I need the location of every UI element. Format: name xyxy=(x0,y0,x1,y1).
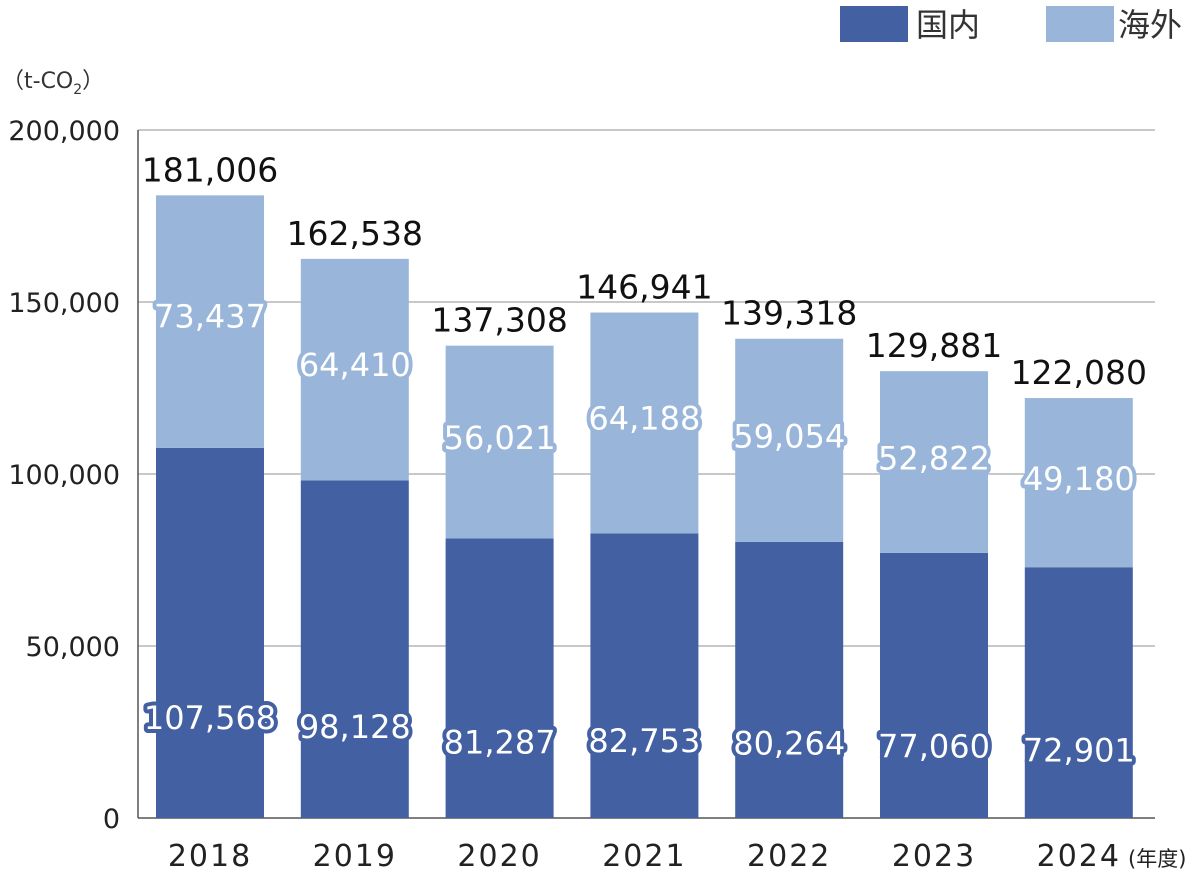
x-tick-label-2022: 2022 xyxy=(747,839,831,874)
y-tick-label: 150,000 xyxy=(8,288,120,319)
y-axis-unit-label: （t-CO2） xyxy=(2,69,104,98)
label-overseas-2020: 56,021 xyxy=(444,419,556,457)
total-label-2019: 162,538 xyxy=(287,214,423,253)
bar-domestic-2023 xyxy=(880,552,988,818)
y-tick-label: 50,000 xyxy=(26,632,120,663)
total-label-2018: 181,006 xyxy=(142,150,278,189)
y-axis-ticks: 0 50,000 100,000 150,000 200,000 xyxy=(8,116,120,835)
bar-overseas-2020 xyxy=(445,345,554,539)
data-labels: 107,568 73,437 181,006 98,128 64,410 162,538 8… xyxy=(140,150,1147,773)
label-domestic-2021: 82,753 xyxy=(588,722,700,760)
legend-label-domestic: 国内 xyxy=(916,6,980,44)
y-tick-label: 200,000 xyxy=(8,116,120,147)
label-domestic-2019: 98,128 xyxy=(299,708,411,746)
bar-domestic-2018 xyxy=(156,447,264,818)
label-domestic-2023: 77,060 xyxy=(878,727,990,765)
bar-overseas-2023 xyxy=(880,371,988,553)
x-tick-label-2018: 2018 xyxy=(168,839,252,874)
x-tick-label-2024: 2024 xyxy=(1037,839,1121,874)
bar-overseas-2024 xyxy=(1024,398,1133,568)
total-label-2022: 139,318 xyxy=(721,294,857,333)
label-overseas-2021: 64,188 xyxy=(588,400,700,438)
bar-overseas-2022 xyxy=(735,338,844,542)
total-label-2020: 137,308 xyxy=(431,301,567,340)
x-tick-label-2020: 2020 xyxy=(457,839,541,874)
legend: 国内 海外 xyxy=(840,6,1182,44)
bar-overseas-2019 xyxy=(300,258,409,481)
bar-domestic-2024 xyxy=(1024,567,1133,818)
x-axis-unit-label: (年度) xyxy=(1128,847,1186,871)
total-label-2024: 122,080 xyxy=(1011,353,1147,392)
legend-label-overseas: 海外 xyxy=(1118,6,1182,44)
x-axis-ticks: 2018 2019 2020 2021 2022 2023 2024 xyxy=(168,839,1121,874)
bar-domestic-2021 xyxy=(590,533,699,818)
bars xyxy=(156,195,1133,818)
y-unit-main: （t-CO xyxy=(2,69,73,94)
bar-overseas-2021 xyxy=(590,312,699,534)
x-tick-label-2019: 2019 xyxy=(313,839,397,874)
bar-overseas-2018 xyxy=(156,195,264,448)
label-overseas-2024: 49,180 xyxy=(1023,460,1135,498)
y-unit-end: ） xyxy=(82,69,104,94)
total-label-2023: 129,881 xyxy=(866,326,1002,365)
y-unit-subscript: 2 xyxy=(73,82,82,98)
label-overseas-2022: 59,054 xyxy=(733,417,845,455)
label-domestic-2022: 80,264 xyxy=(733,724,845,762)
total-label-2021: 146,941 xyxy=(576,268,712,307)
label-overseas-2019: 64,410 xyxy=(299,346,411,384)
legend-swatch-domestic xyxy=(840,6,908,42)
bar-domestic-2019 xyxy=(300,480,409,818)
bar-domestic-2022 xyxy=(735,541,844,818)
legend-swatch-overseas xyxy=(1046,6,1114,42)
y-tick-label: 100,000 xyxy=(8,460,120,491)
label-domestic-2024: 72,901 xyxy=(1023,731,1135,769)
y-tick-label: 0 xyxy=(103,804,120,835)
label-domestic-2020: 81,287 xyxy=(444,724,556,762)
x-tick-label-2023: 2023 xyxy=(892,839,976,874)
label-overseas-2023: 52,822 xyxy=(878,439,990,477)
bar-domestic-2020 xyxy=(445,538,554,818)
label-overseas-2018: 73,437 xyxy=(154,298,266,336)
x-tick-label-2021: 2021 xyxy=(602,839,686,874)
label-domestic-2018: 107,568 xyxy=(144,699,276,737)
